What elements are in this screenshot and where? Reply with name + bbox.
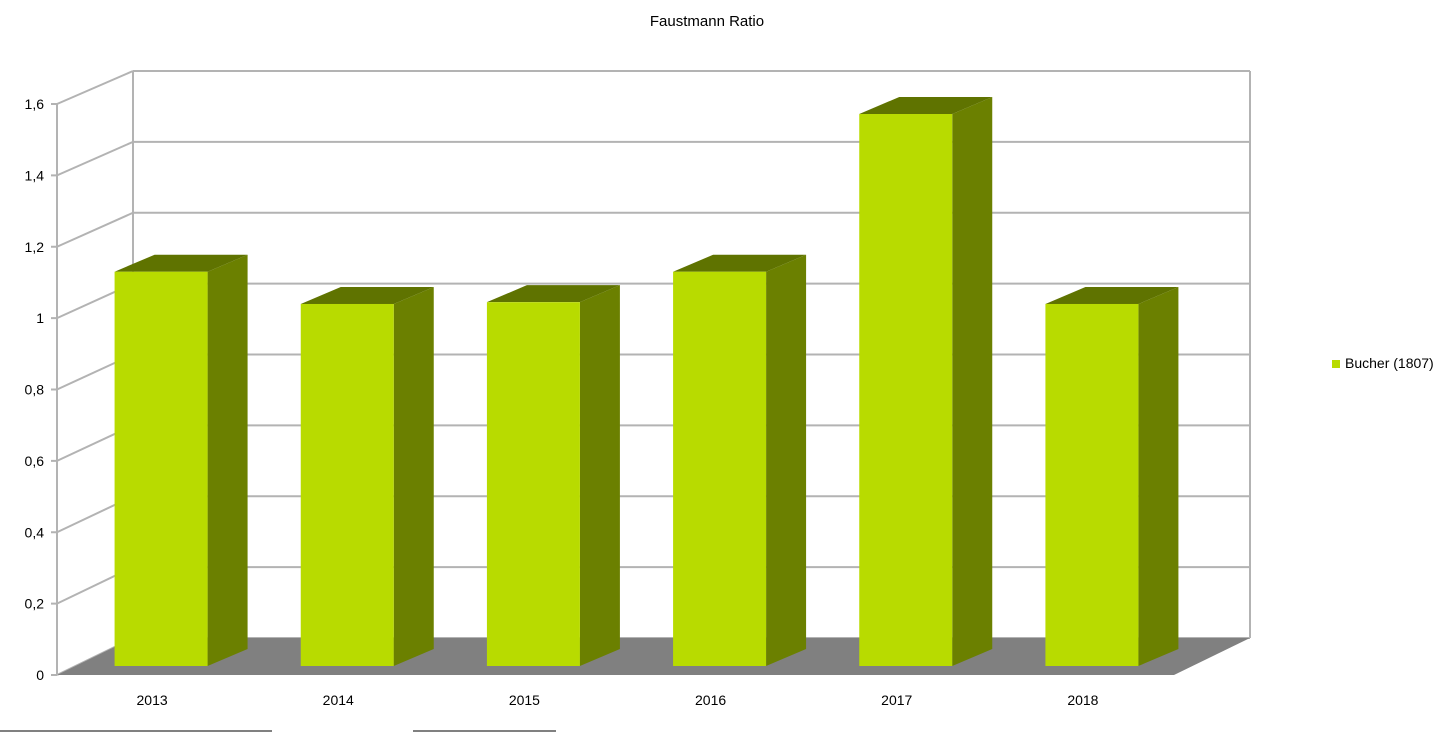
x-tick-label: 2014	[323, 692, 354, 708]
y-tick-label: 0,2	[25, 596, 45, 612]
gridline-side	[56, 211, 134, 248]
y-axis-ticks: 0 0,2 0,4 0,6 0,8 1 1,2 1,4 1,6	[25, 96, 58, 683]
legend-swatch	[1332, 360, 1340, 368]
x-tick-label: 2013	[137, 692, 168, 708]
legend-label: Bucher (1807)	[1345, 355, 1434, 371]
bar-front	[300, 303, 394, 666]
bar-top	[486, 285, 620, 303]
bar-front	[114, 271, 208, 666]
bar-top	[859, 97, 993, 114]
bar	[859, 97, 993, 666]
y-tick-label: 1	[36, 310, 44, 326]
bar	[300, 286, 434, 666]
bar-top	[114, 254, 248, 272]
bar-front	[1045, 303, 1139, 666]
legend: Bucher (1807)	[1332, 355, 1434, 371]
bar-front	[859, 114, 953, 666]
bar	[1045, 286, 1179, 666]
y-tick-label: 0,6	[25, 453, 45, 469]
bar	[486, 285, 620, 666]
y-tick-label: 0	[36, 667, 44, 683]
y-tick-label: 1,6	[25, 96, 45, 112]
x-tick-label: 2015	[509, 692, 540, 708]
bar	[114, 254, 248, 666]
bar-front	[486, 302, 580, 666]
bar-side	[207, 254, 248, 666]
y-tick-label: 1,2	[25, 239, 45, 255]
y-tick-label: 0,8	[25, 382, 45, 398]
gridline-side	[56, 140, 134, 177]
bar-top	[300, 286, 434, 304]
bar-top	[1045, 286, 1179, 304]
bar-side	[952, 97, 993, 666]
bar-front	[673, 271, 767, 666]
bar-side	[393, 286, 434, 666]
bar-top	[673, 254, 807, 272]
bar-side	[766, 254, 807, 666]
gridline-side	[56, 70, 134, 105]
bar-side	[1138, 286, 1179, 666]
chart-title: Faustmann Ratio	[650, 13, 764, 30]
bar-side	[579, 285, 620, 666]
x-tick-label: 2016	[695, 692, 726, 708]
y-tick-label: 1,4	[25, 167, 45, 183]
x-axis-ticks: 2013 2014 2015 2016 2017 2018	[137, 692, 1099, 708]
x-tick-label: 2018	[1067, 692, 1098, 708]
bars-group	[114, 97, 1179, 666]
x-tick-label: 2017	[881, 692, 912, 708]
bar	[673, 254, 807, 666]
y-tick-label: 0,4	[25, 524, 45, 540]
